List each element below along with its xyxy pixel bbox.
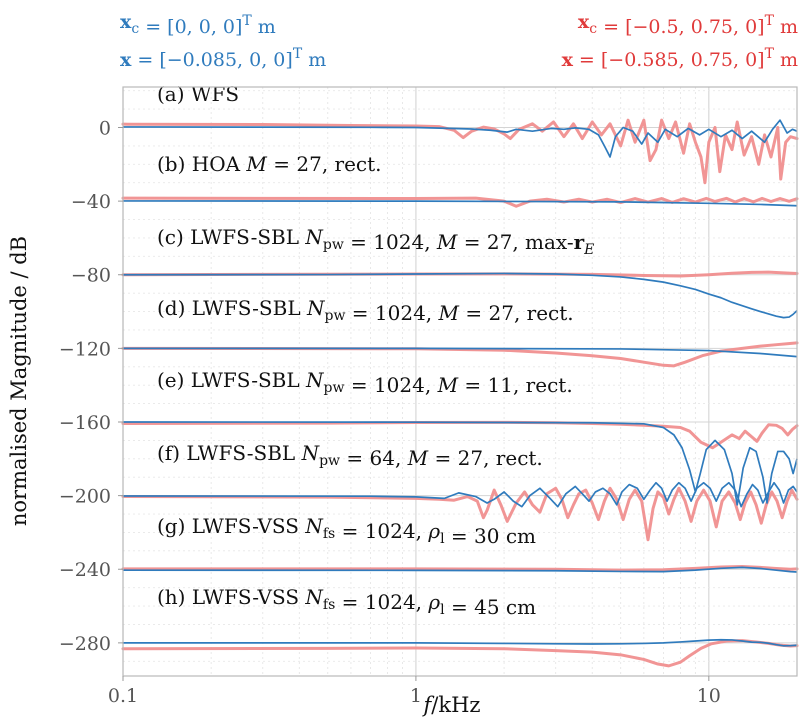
x-tick-label: 0.1 [108, 685, 138, 707]
panel-label: (b) HOA M = 27, rect. [157, 152, 382, 176]
panel-label: (c) LWFS-SBL Npw = 1024, M = 27, max-rE [157, 225, 594, 258]
y-axis: 0 −40 −80 −120 −160 −200 −240 −280 [59, 117, 123, 655]
y-axis-label: normalised Magnitude / dB [7, 236, 31, 526]
legend-red-position: x = [−0.585, 0.75, 0]T m [562, 46, 798, 71]
x-axis: 0.1 1 10 [108, 676, 721, 707]
y-tick-label: −280 [59, 633, 111, 655]
y-tick-label: −160 [59, 412, 111, 434]
series-blue-line [122, 421, 798, 506]
y-tick-label: −40 [71, 191, 111, 213]
panel-label: (d) LWFS-SBL Npw = 1024, M = 27, rect. [157, 296, 574, 325]
legend-blue-position: x = [−0.085, 0, 0]T m [120, 46, 326, 71]
series-red-line [121, 341, 799, 368]
y-tick-label: −240 [59, 559, 111, 581]
plot-frame [122, 86, 798, 677]
y-tick-label: −80 [71, 265, 111, 287]
series-red-line [121, 118, 799, 185]
panel-label: (f) LWFS-SBL Npw = 64, M = 27, rect. [157, 441, 543, 470]
series-layer [121, 118, 799, 668]
series-red-line [121, 196, 799, 208]
x-tick-label: 1 [410, 685, 422, 707]
panel-label: (e) LWFS-SBL Npw = 1024, M = 11, rect. [157, 368, 573, 397]
panel-label: (a) WFS [157, 82, 239, 106]
series-blue-line [122, 272, 798, 319]
legend-blue-center: xc = [0, 0, 0]T m [120, 11, 276, 38]
series-blue-line [122, 200, 798, 207]
series-blue-line [122, 119, 798, 158]
panel-label: (g) LWFS-VSS Nfs = 1024, ρl = 30 cm [157, 514, 536, 548]
series-red-line [121, 486, 799, 542]
series-blue-line [122, 566, 798, 573]
panel-label: (h) LWFS-VSS Nfs = 1024, ρl = 45 cm [157, 585, 536, 619]
series-blue-line [123, 638, 798, 647]
legend-red-center: xc = [−0.5, 0.75, 0]T m [578, 11, 798, 38]
y-tick-label: −200 [59, 486, 111, 508]
panel-labels: (a) WFS (b) HOA M = 27, rect. (c) LWFS-SBL… [157, 82, 594, 619]
plot-area [123, 87, 797, 676]
series-red-line [121, 564, 799, 572]
series-blue-line [122, 481, 798, 508]
series-blue-line [123, 347, 798, 358]
y-tick-label: −120 [59, 338, 111, 360]
x-axis-label: f/kHz [422, 693, 481, 717]
grid [122, 87, 798, 676]
y-tick-label: 0 [99, 117, 111, 139]
x-tick-label: 10 [697, 685, 721, 707]
